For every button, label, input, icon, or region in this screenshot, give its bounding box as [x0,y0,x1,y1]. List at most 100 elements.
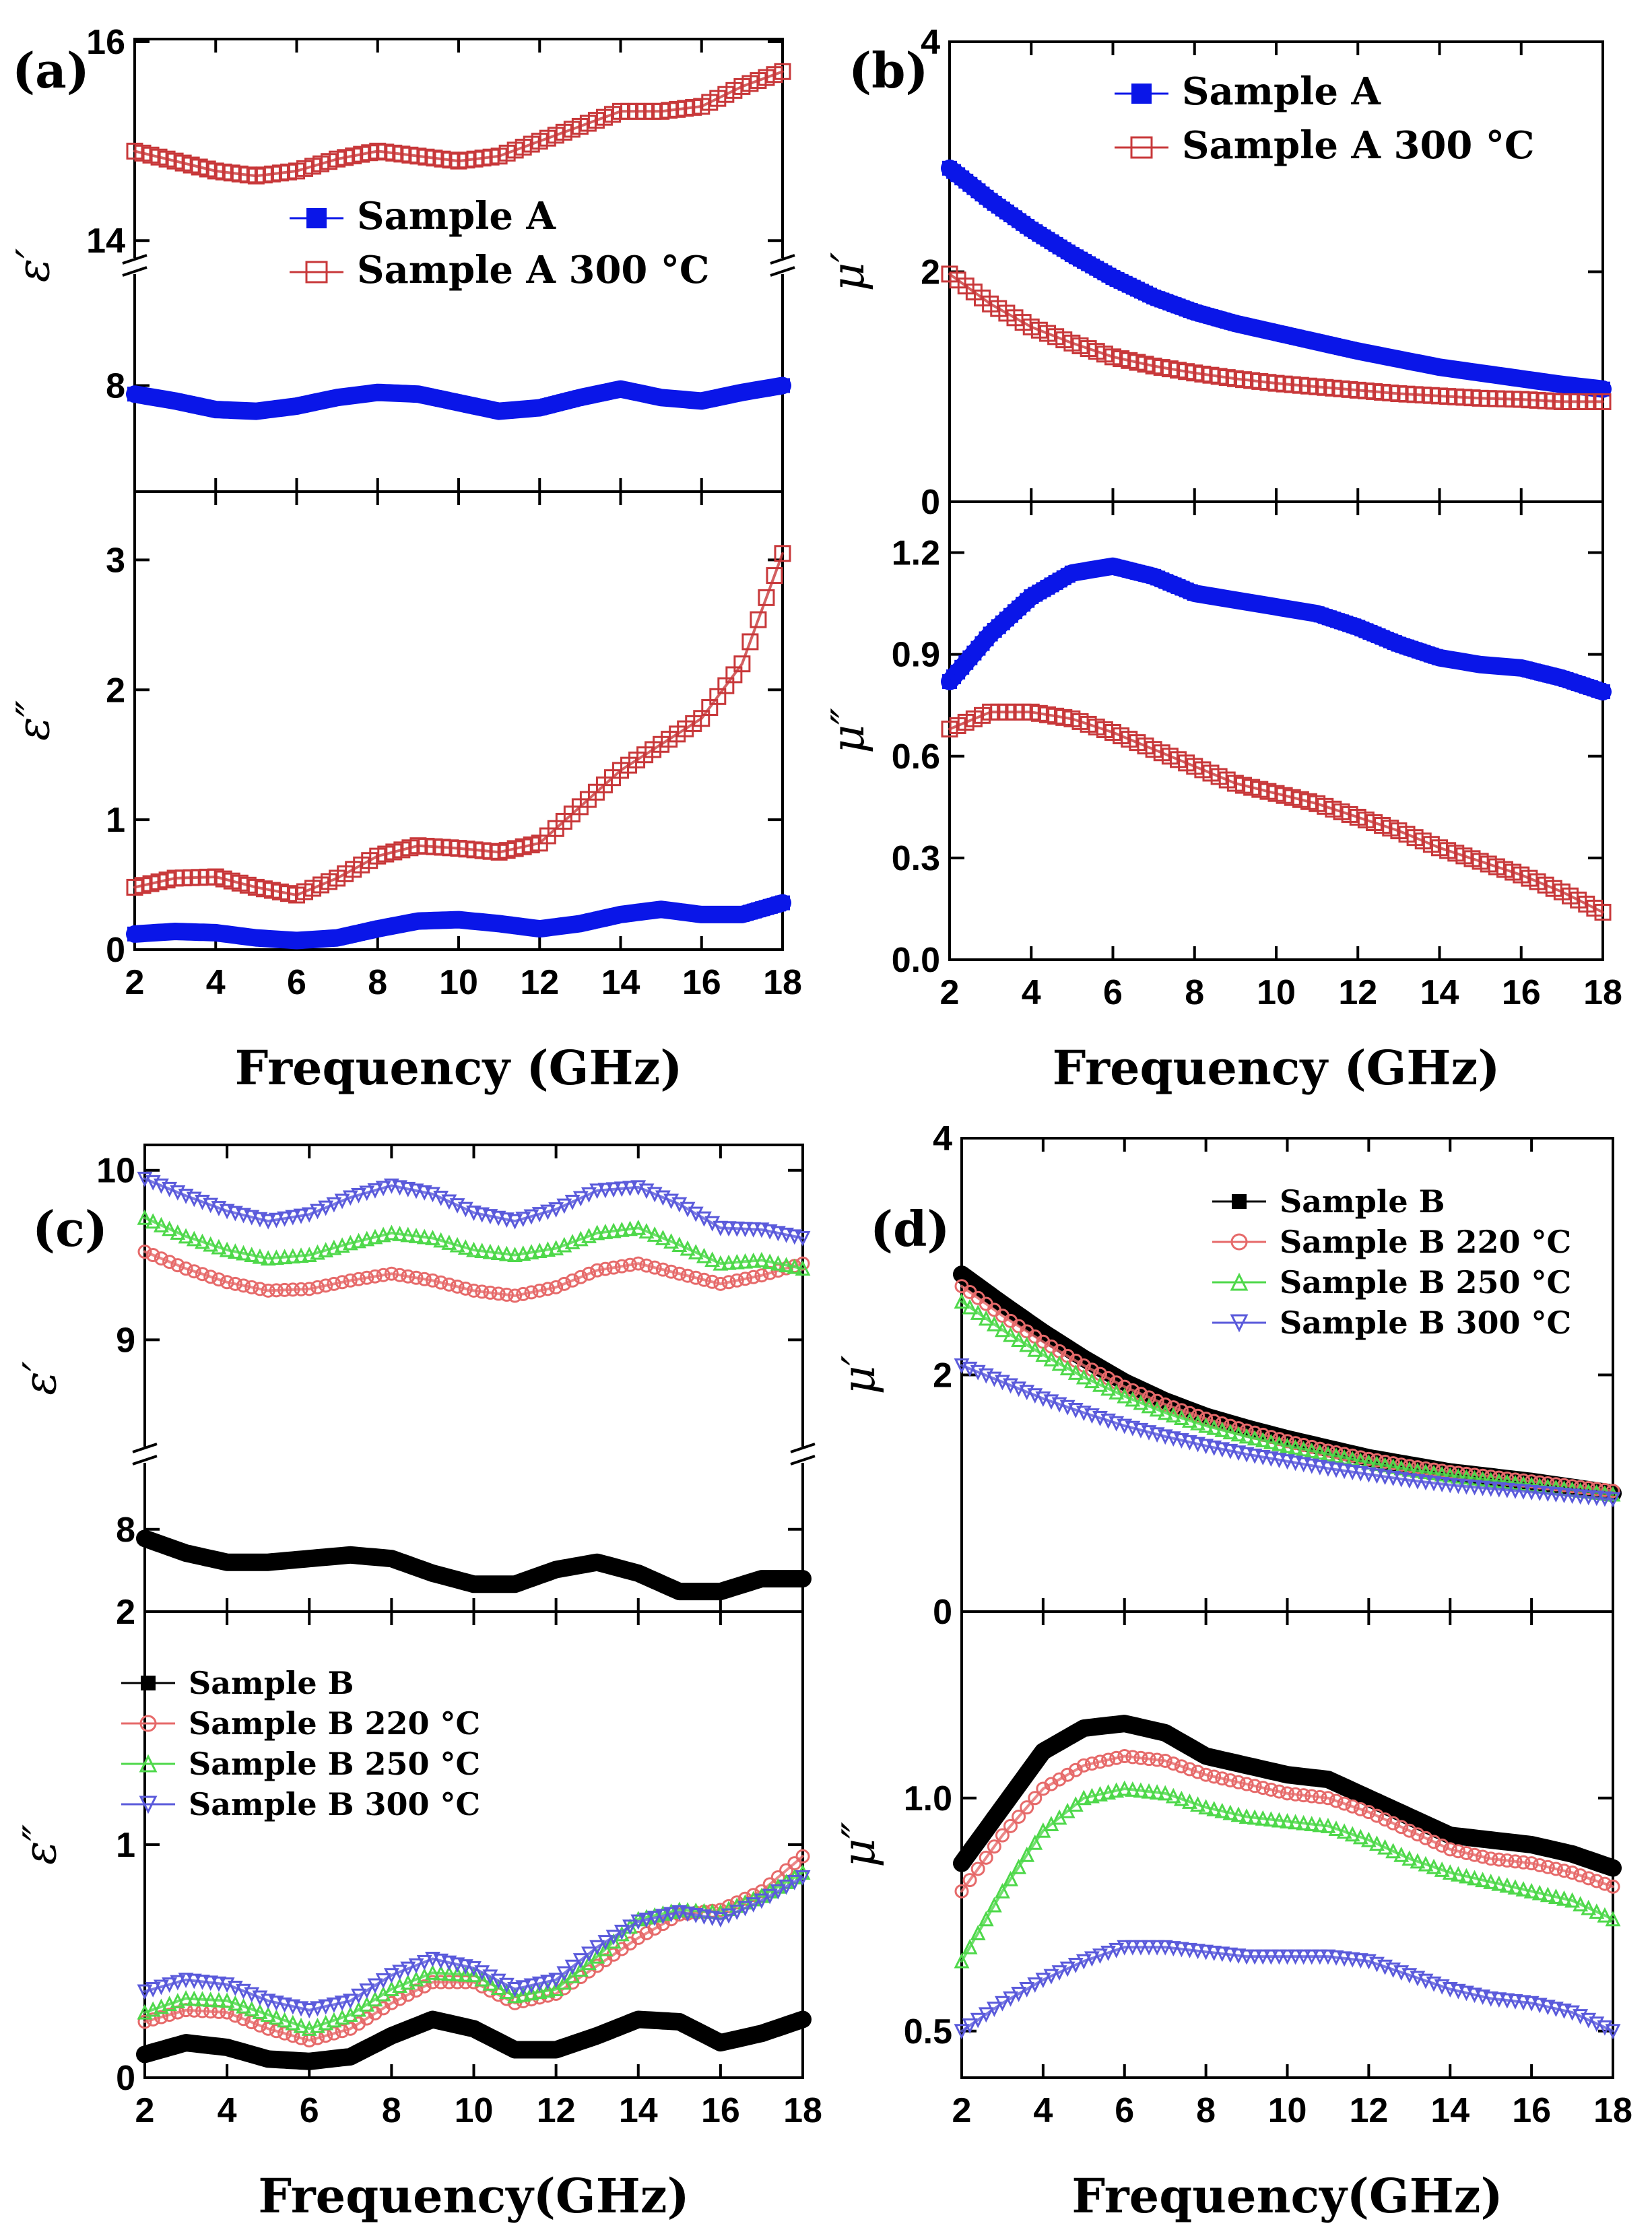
series-sample-b-300-c [137,1171,811,1247]
data-point [1475,1989,1491,2005]
data-point [433,1232,449,1248]
data-point [375,1181,391,1197]
x-axis-label: Frequency (GHz) [235,1040,683,1096]
series-sample-b [953,1715,1622,1877]
data-point [1499,1482,1515,1498]
data-point [449,1237,465,1253]
data-point [1595,684,1610,700]
data-point [409,1270,424,1285]
data-point [137,1245,152,1259]
data-point [1540,1486,1556,1502]
data-point [606,1260,621,1275]
data-point [1573,1868,1588,1883]
data-point [680,1240,696,1256]
data-point [302,1282,317,1296]
data-point [498,1212,515,1228]
data-point [1369,1835,1385,1851]
data-point [1190,1944,1205,1960]
data-point [285,1999,301,2015]
data-point [1329,1793,1344,1808]
data-point [383,1224,399,1241]
data-point [516,1286,531,1301]
x-tick-label: 16 [682,963,721,1002]
data-point [186,1990,202,2006]
x-tick-label: 8 [382,2091,401,2130]
data-point [483,1285,498,1300]
data-point [622,1919,638,1936]
data-point [680,1268,695,1283]
data-point [393,1267,407,1282]
data-point [1475,1471,1491,1487]
data-point [1157,1940,1173,1956]
data-point [1336,1463,1352,1480]
data-point [597,1935,614,1950]
data-point [589,1940,605,1956]
data-point [441,1234,457,1250]
data-point [450,1975,465,1989]
data-point [170,1258,185,1273]
data-point [236,1245,251,1261]
data-point [1222,1947,1238,1963]
subplot-bottom: 0.0 0.3 0.6 0.9 1.2 2 4 6 8 10 12 14 16 18 μ″ [822,500,1622,1012]
data-point [498,1983,515,2000]
data-point [1515,1995,1531,2011]
data-point [1288,1787,1303,1802]
data-point [795,1230,811,1247]
legend-entry: Sample B 250 °C [1212,1264,1571,1300]
data-point [524,1285,539,1300]
data-point [758,589,775,606]
data-point [713,1220,729,1237]
x-tick-label: 10 [455,2091,494,2130]
data-point [1434,1477,1450,1492]
data-point [425,1964,440,1980]
x-tick-label: 18 [1593,2091,1632,2130]
data-point [1458,1985,1474,2002]
data-point [203,1270,218,1284]
data-point [211,1991,227,2008]
data-point [392,1965,408,1981]
data-point [1238,1808,1255,1824]
data-point [1394,1820,1409,1835]
data-point [359,1185,375,1201]
data-point [605,1930,622,1946]
data-point [458,1281,473,1296]
data-point [614,1181,630,1197]
data-point [647,1260,662,1275]
data-point [301,1207,317,1223]
data-point [1378,1812,1393,1827]
x-tick-label: 18 [1583,973,1622,1012]
data-point [597,1940,614,1956]
data-point [581,1266,596,1281]
data-point [1255,1432,1271,1448]
data-point [1222,1804,1238,1820]
data-point [1214,1422,1230,1437]
data-point [1500,1853,1515,1868]
data-point [277,2012,293,2028]
data-point [1076,1789,1092,1806]
data-point [1092,1376,1108,1392]
data-point [442,1277,457,1292]
legend-label: Sample A [1182,69,1382,114]
data-point [986,1897,1002,1913]
data-point [211,1976,227,1992]
data-point [1321,1791,1335,1806]
data-point [1312,1949,1328,1965]
data-point [1515,1484,1531,1500]
data-point [326,1997,342,2013]
legend-marker [139,1715,157,1732]
data-point [523,1978,539,1994]
data-point [1035,1973,1051,1989]
data-point [220,1275,234,1290]
data-point [1125,1383,1140,1397]
data-point [597,1183,614,1199]
data-point [1385,1470,1401,1486]
data-point [733,655,751,673]
data-point [770,1884,786,1900]
x-tick-label: 6 [1115,2091,1134,2130]
data-point [162,1220,178,1237]
y-tick-label: 8 [116,1511,135,1550]
data-point [253,1282,267,1296]
data-point [1434,1465,1450,1482]
data-point [721,1221,737,1237]
x-tick-label: 8 [368,963,387,1002]
